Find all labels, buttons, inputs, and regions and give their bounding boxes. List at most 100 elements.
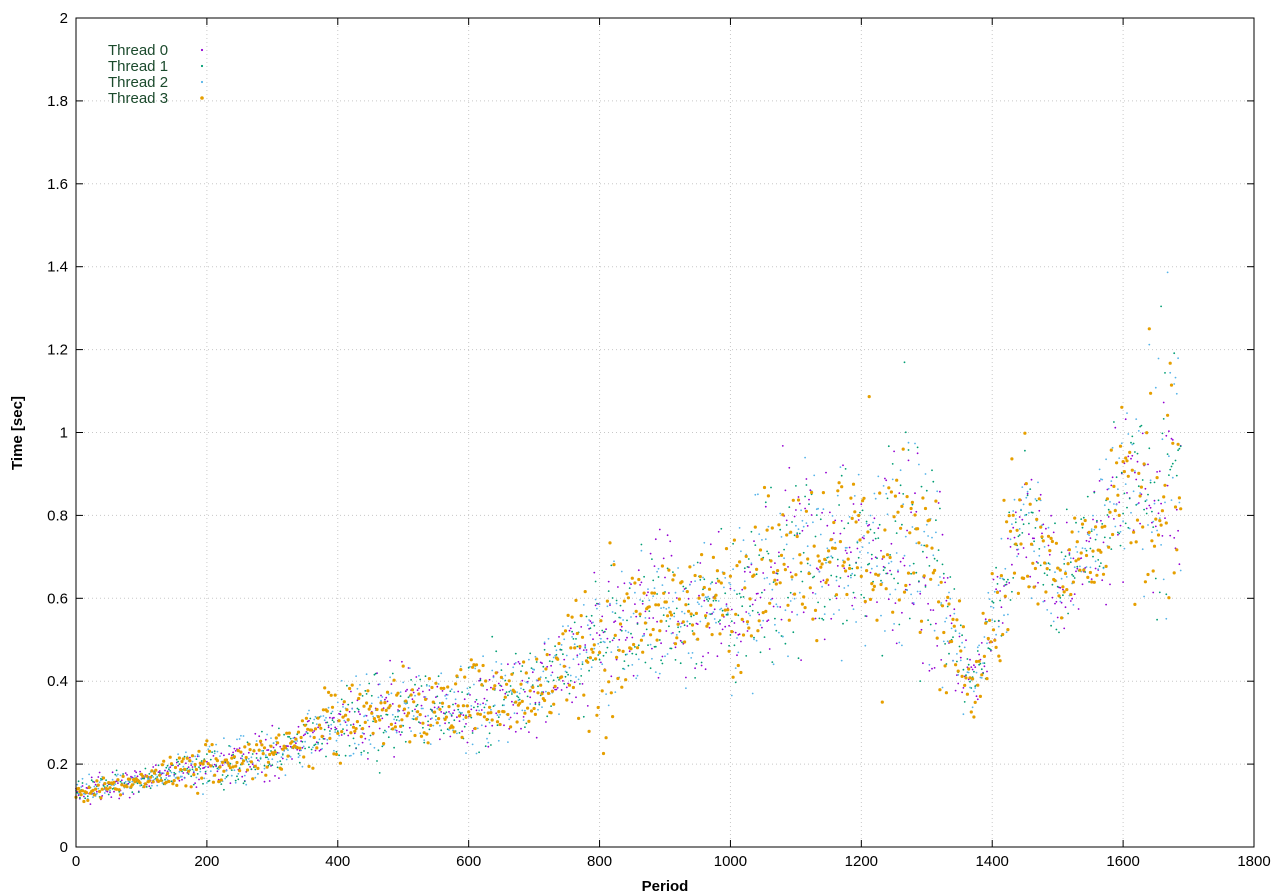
data-point (281, 752, 284, 755)
data-point (848, 564, 851, 567)
data-point (857, 513, 861, 518)
data-point (1128, 450, 1132, 454)
data-point (1046, 609, 1049, 611)
data-point (672, 571, 674, 573)
data-point (808, 586, 812, 590)
data-point (492, 676, 495, 679)
data-point (317, 741, 319, 744)
data-point (1116, 493, 1120, 497)
data-point (742, 596, 745, 598)
data-point (1004, 567, 1007, 570)
data-point (186, 767, 189, 770)
data-point (243, 780, 246, 783)
data-point (709, 543, 712, 546)
data-point (437, 675, 440, 678)
data-point (1029, 488, 1032, 490)
data-point (378, 718, 382, 722)
data-point (504, 674, 507, 677)
data-point (465, 723, 467, 725)
data-point (340, 734, 343, 736)
data-point (598, 603, 601, 605)
data-point (152, 766, 155, 768)
data-point (923, 544, 926, 547)
data-point (1066, 562, 1070, 566)
data-point (860, 593, 863, 596)
data-point (568, 629, 571, 632)
data-point (1137, 430, 1140, 432)
data-point (1098, 480, 1101, 482)
data-point (891, 478, 894, 481)
data-point (592, 621, 594, 624)
data-point (181, 775, 183, 778)
data-point (1047, 526, 1050, 529)
data-point (381, 745, 384, 748)
data-point (651, 627, 655, 632)
data-point (359, 735, 363, 739)
legend-label: Thread 2 (108, 74, 168, 91)
data-point (1025, 556, 1028, 559)
data-point (1126, 506, 1128, 509)
data-point (660, 659, 662, 662)
data-point (662, 591, 666, 595)
data-point (1008, 529, 1013, 533)
data-point (474, 667, 477, 670)
data-point (823, 638, 826, 641)
data-point (124, 772, 127, 774)
data-point (289, 737, 292, 740)
data-point (471, 665, 475, 669)
data-point (644, 661, 647, 664)
data-point (356, 707, 359, 710)
data-point (905, 495, 909, 499)
data-point (745, 620, 750, 624)
data-point (1065, 508, 1068, 511)
data-point (1117, 533, 1119, 536)
data-point (485, 717, 489, 722)
data-point (1071, 597, 1073, 600)
y-tick-label: 1.4 (47, 259, 68, 276)
data-point (238, 769, 242, 773)
data-point (539, 683, 543, 687)
data-point (792, 557, 795, 560)
data-point (581, 683, 584, 685)
data-point (643, 575, 645, 578)
data-point (555, 649, 558, 652)
data-point (386, 700, 389, 703)
x-tick-label: 1000 (714, 853, 747, 870)
data-point (829, 538, 833, 542)
data-point (645, 594, 648, 597)
data-point (198, 766, 200, 769)
data-point (990, 572, 994, 576)
data-point (346, 684, 348, 687)
data-point (641, 635, 644, 638)
data-point (198, 755, 200, 758)
data-point (209, 764, 213, 768)
data-point (796, 532, 799, 534)
data-point (339, 723, 342, 726)
data-point (880, 700, 884, 704)
data-point (410, 679, 412, 681)
data-point (446, 685, 450, 689)
data-point (196, 755, 199, 758)
data-point (683, 640, 687, 644)
data-point (85, 783, 88, 785)
data-point (789, 600, 792, 602)
data-point (928, 669, 931, 672)
data-point (844, 549, 847, 552)
data-point (711, 555, 716, 560)
data-point (658, 672, 661, 675)
data-point (1115, 503, 1118, 506)
data-point (368, 725, 371, 728)
data-point (315, 746, 319, 750)
data-point (793, 592, 797, 596)
data-point (978, 663, 980, 666)
data-point (784, 489, 787, 492)
data-point (734, 667, 737, 669)
data-point (289, 745, 292, 748)
data-point (757, 493, 759, 496)
data-point (201, 762, 205, 766)
y-tick-label: 1.2 (47, 342, 68, 359)
data-point (588, 656, 593, 660)
data-point (1127, 526, 1130, 529)
data-point (454, 702, 457, 705)
data-point (754, 544, 757, 546)
